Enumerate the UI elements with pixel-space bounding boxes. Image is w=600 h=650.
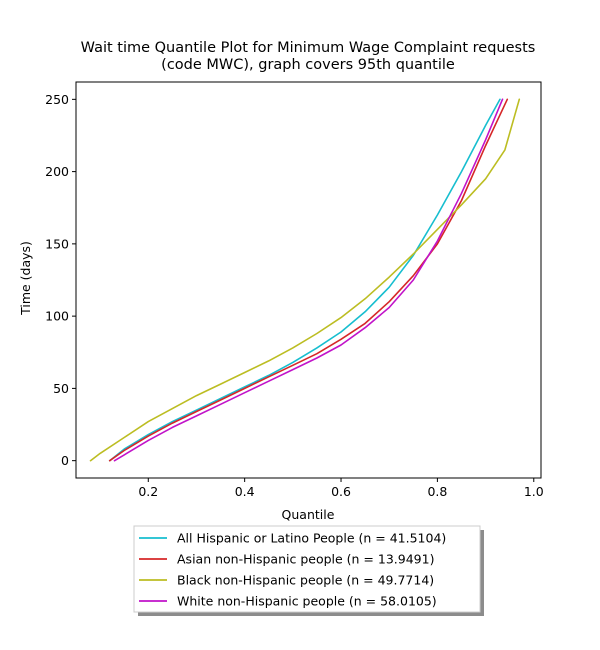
legend: All Hispanic or Latino People (n = 41.51… xyxy=(133,525,484,616)
legend-entry: Black non-Hispanic people (n = 49.7714) xyxy=(177,573,434,588)
series-line-2 xyxy=(89,98,521,462)
series-line-1 xyxy=(108,98,509,462)
x-axis-label: Quantile xyxy=(282,507,335,522)
y-tick-label: 50 xyxy=(53,381,69,396)
legend-entry: All Hispanic or Latino People (n = 41.51… xyxy=(177,531,446,546)
series-line-0 xyxy=(108,98,501,462)
y-axis-label: Time (days) xyxy=(18,241,33,316)
legend-entry: White non-Hispanic people (n = 58.0105) xyxy=(177,594,437,609)
y-tick-label: 150 xyxy=(45,236,69,251)
x-tick-label: 0.8 xyxy=(427,484,447,499)
chart-title-line-1: Wait time Quantile Plot for Minimum Wage… xyxy=(81,40,536,56)
y-tick-label: 250 xyxy=(45,92,69,107)
series-line-3 xyxy=(113,98,504,462)
plot-frame xyxy=(75,81,542,479)
chart-title-line-2: (code MWC), graph covers 95th quantile xyxy=(161,57,455,73)
x-tick-label: 1.0 xyxy=(524,484,544,499)
y-tick-label: 100 xyxy=(45,309,69,324)
x-tick-label: 0.6 xyxy=(331,484,351,499)
x-tick-label: 0.2 xyxy=(138,484,158,499)
y-tick-label: 200 xyxy=(45,164,69,179)
x-axis: 0.2 0.4 0.6 0.8 1.0 xyxy=(138,478,544,499)
legend-entry: Asian non-Hispanic people (n = 13.9491) xyxy=(177,552,434,567)
y-tick-label: 0 xyxy=(61,453,69,468)
y-axis: 0 50 100 150 200 250 xyxy=(45,92,76,468)
legend-box xyxy=(133,525,481,613)
x-tick-label: 0.4 xyxy=(235,484,255,499)
plot-area xyxy=(75,81,542,479)
